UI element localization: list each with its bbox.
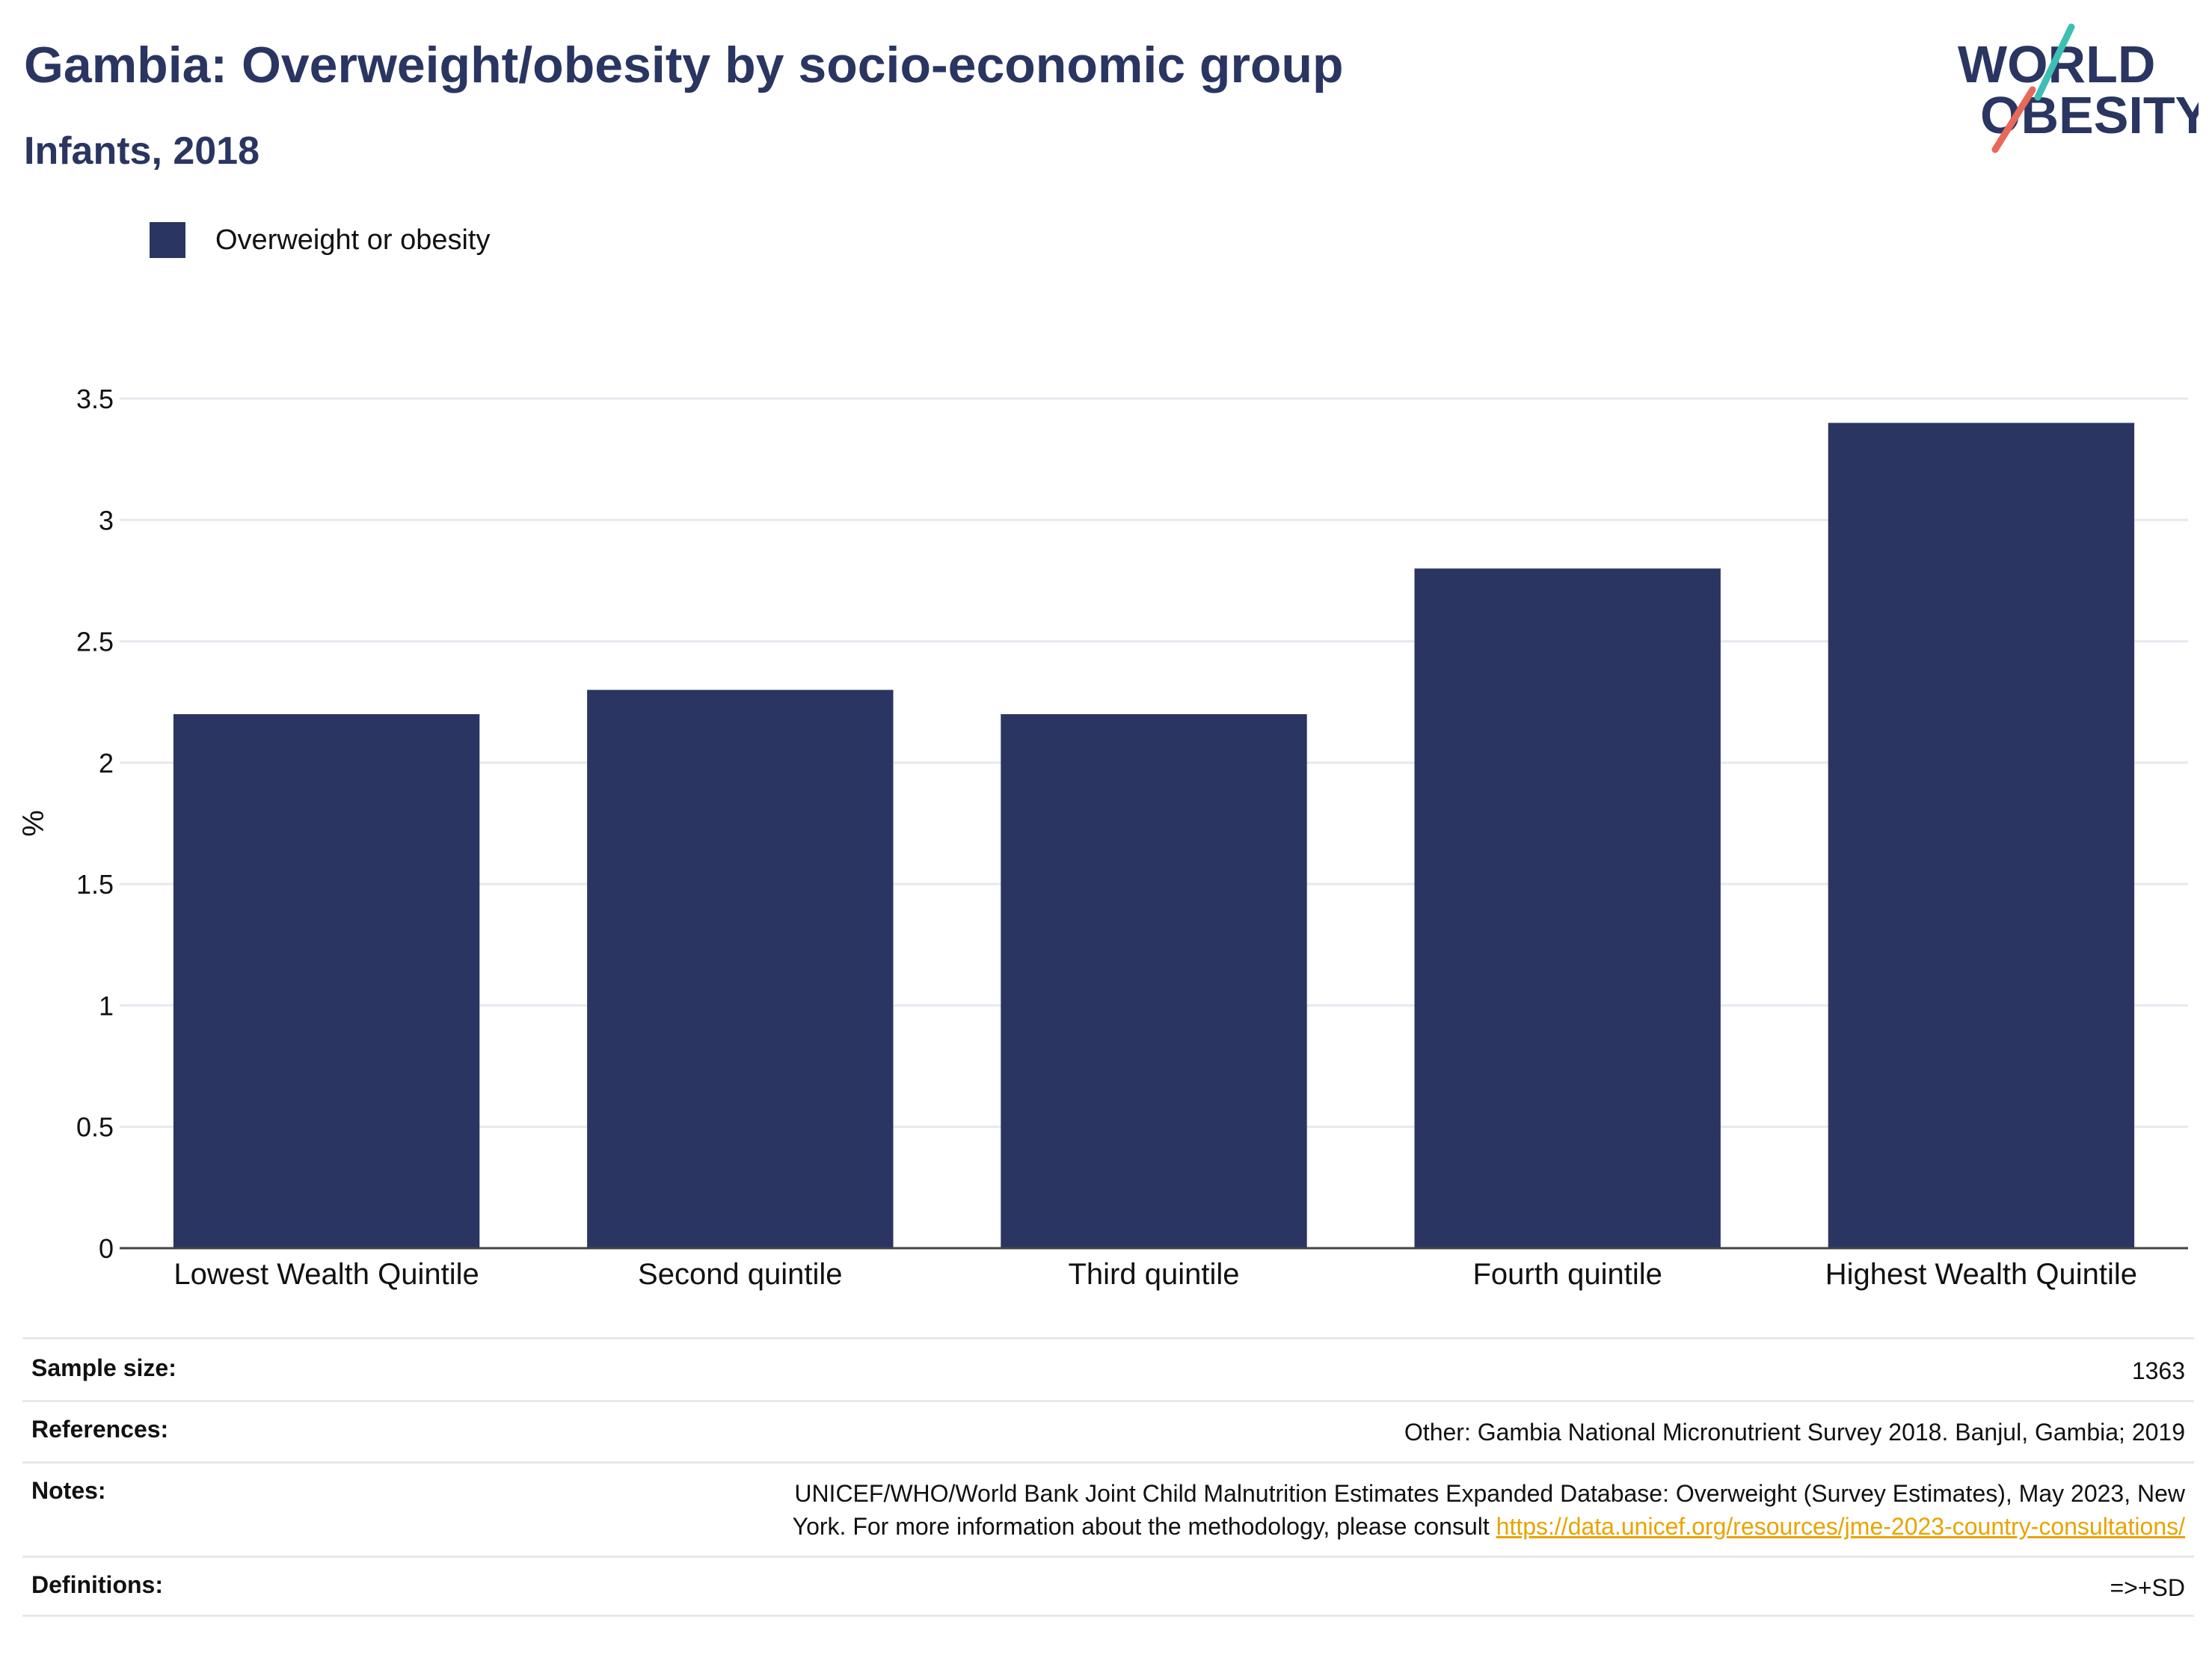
y-tick-label: 3 bbox=[99, 505, 114, 535]
legend-swatch bbox=[150, 222, 185, 258]
notes-line2: York. For more information about the met… bbox=[792, 1513, 1490, 1540]
y-axis-title: % bbox=[17, 810, 50, 837]
chart-subtitle: Infants, 2018 bbox=[24, 129, 260, 173]
chart-title: Gambia: Overweight/obesity by socio-econ… bbox=[24, 37, 1344, 93]
definitions-value: =>+SD bbox=[2110, 1574, 2185, 1601]
y-tick-label: 2.5 bbox=[76, 627, 114, 657]
info-table: Sample size: 1363 References: Other: Gam… bbox=[22, 1337, 2194, 1617]
x-tick-label: Third quintile bbox=[1068, 1258, 1239, 1291]
y-tick-label: 1.5 bbox=[76, 869, 114, 900]
sample-size-value: 1363 bbox=[2131, 1357, 2185, 1384]
notes-link[interactable]: https://data.unicef.org/resources/jme-20… bbox=[1496, 1513, 2185, 1540]
bar bbox=[1828, 423, 2135, 1248]
logo-coral-stroke bbox=[1991, 86, 2036, 153]
info-row-definitions: Definitions: =>+SD bbox=[22, 1556, 2194, 1617]
notes-label: Notes: bbox=[31, 1477, 106, 1504]
info-row-sample-size: Sample size: 1363 bbox=[22, 1337, 2194, 1400]
info-row-references: References: Other: Gambia National Micro… bbox=[22, 1400, 2194, 1461]
bar-chart: 0 0.5 1 1.5 2 2.5 3 3.5 Lowest Wealth Quintile Se… bbox=[17, 384, 2188, 1291]
notes-line1: UNICEF/WHO/World Bank Joint Child Malnut… bbox=[794, 1480, 2185, 1507]
y-tick-label: 0 bbox=[99, 1233, 114, 1264]
world-obesity-logo: WORLD OBESITY bbox=[1958, 23, 2199, 153]
y-tick-label: 3.5 bbox=[76, 384, 114, 414]
bar bbox=[1001, 713, 1307, 1248]
logo-teal-stroke bbox=[2034, 23, 2075, 101]
notes-value: UNICEF/WHO/World Bank Joint Child Malnut… bbox=[793, 1477, 2185, 1543]
references-label: References: bbox=[31, 1416, 169, 1443]
y-tick-label: 1 bbox=[99, 990, 114, 1021]
x-tick-label: Fourth quintile bbox=[1472, 1258, 1662, 1291]
definitions-label: Definitions: bbox=[31, 1571, 163, 1598]
references-value: Other: Gambia National Micronutrient Sur… bbox=[1404, 1419, 2185, 1446]
chart-legend: Overweight or obesity bbox=[150, 222, 491, 258]
bar bbox=[1414, 568, 1721, 1248]
bar bbox=[587, 690, 894, 1248]
bar bbox=[173, 713, 480, 1248]
info-row-notes: Notes: UNICEF/WHO/World Bank Joint Child… bbox=[22, 1461, 2194, 1556]
x-tick-label: Lowest Wealth Quintile bbox=[173, 1258, 479, 1291]
x-tick-label: Second quintile bbox=[638, 1258, 843, 1291]
y-tick-label: 0.5 bbox=[76, 1112, 114, 1143]
y-tick-label: 2 bbox=[99, 748, 114, 779]
legend-label: Overweight or obesity bbox=[215, 224, 491, 256]
x-tick-label: Highest Wealth Quintile bbox=[1825, 1258, 2137, 1291]
sample-size-label: Sample size: bbox=[31, 1354, 176, 1381]
